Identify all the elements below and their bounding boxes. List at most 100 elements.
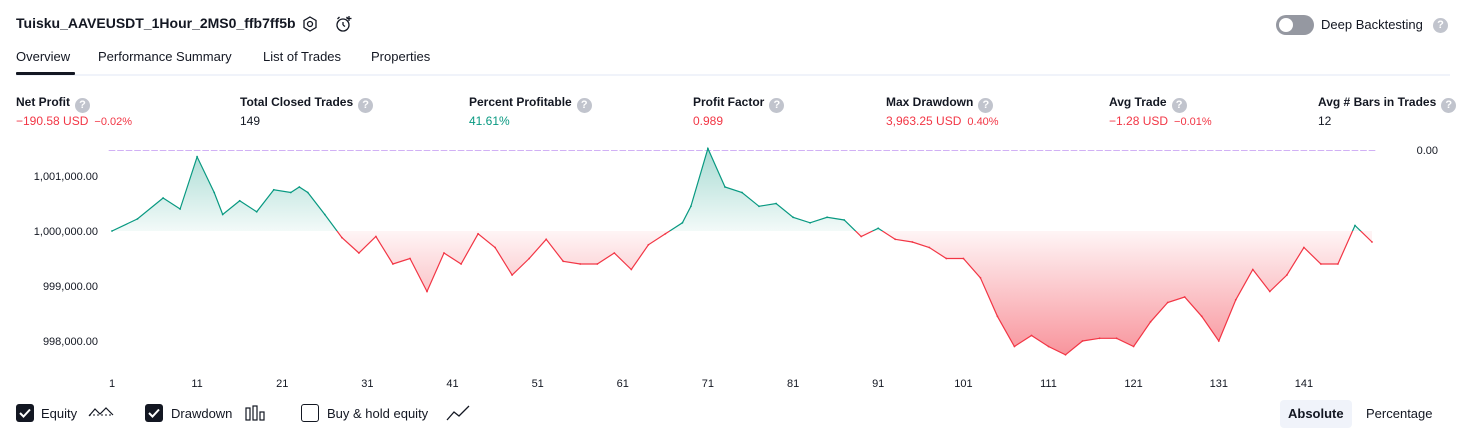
tab-list-of-trades[interactable]: List of Trades [263, 49, 341, 64]
equity-checkbox[interactable] [16, 404, 34, 422]
equity-point [775, 203, 777, 205]
equity-point [1167, 302, 1169, 304]
drawdown-bar [960, 150, 967, 151]
drawdown-bar [1224, 150, 1231, 151]
avg-trade-value: −1.28 USD −0.01% [1109, 114, 1212, 128]
equity-point [196, 156, 198, 158]
tab-properties[interactable]: Properties [371, 49, 430, 64]
drawdown-bar [304, 150, 311, 151]
drawdown-bar [688, 150, 695, 151]
help-icon[interactable]: ? [577, 98, 592, 113]
equity-point [324, 214, 326, 216]
drawdown-bar [713, 150, 720, 151]
x-axis-tick-label: 21 [276, 378, 288, 390]
help-icon[interactable]: ? [1172, 98, 1187, 113]
drawdown-bar [364, 150, 371, 151]
help-icon[interactable]: ? [978, 98, 993, 113]
equity-point [1014, 346, 1016, 348]
equity-point [1116, 337, 1118, 339]
drawdown-bar [730, 150, 737, 151]
drawdown-bar [228, 150, 235, 151]
max-drawdown-percent: 0.40% [967, 116, 998, 128]
x-axis-tick-label: 51 [532, 378, 544, 390]
drawdown-bar [296, 150, 303, 151]
x-axis-tick-label: 41 [446, 378, 458, 390]
drawdown-bar [1275, 150, 1282, 151]
help-icon[interactable]: ? [1433, 18, 1448, 33]
drawdown-bar [1241, 150, 1248, 151]
equity-point [1269, 291, 1271, 293]
x-axis-tick-label: 121 [1124, 378, 1142, 390]
drawdown-bar [1037, 150, 1044, 151]
drawdown-bar [322, 150, 329, 151]
equity-area [112, 149, 1372, 355]
equity-point [1065, 354, 1067, 356]
drawdown-bar [245, 150, 252, 151]
max-drawdown-label: Max Drawdown? [886, 95, 993, 113]
drawdown-bar [628, 150, 635, 151]
x-axis-tick-label: 61 [617, 378, 629, 390]
drawdown-bar [381, 150, 388, 151]
equity-point [945, 258, 947, 260]
equity-point [222, 214, 224, 216]
equity-point [111, 230, 113, 232]
drawdown-bar [611, 150, 618, 151]
drawdown-bar [492, 150, 499, 151]
equity-point [579, 263, 581, 265]
tab-performance-summary[interactable]: Performance Summary [98, 49, 232, 64]
equity-point [409, 258, 411, 260]
drawdown-bar [875, 150, 882, 151]
drawdown-bar [449, 150, 456, 151]
drawdown-bar [211, 150, 218, 151]
drawdown-bar [424, 150, 431, 151]
drawdown-bar [1096, 150, 1103, 151]
drawdown-bar [1360, 150, 1367, 151]
absolute-toggle-button[interactable]: Absolute [1280, 400, 1352, 428]
drawdown-bar [1369, 150, 1376, 151]
help-icon[interactable]: ? [358, 98, 373, 113]
x-axis-tick-label: 131 [1210, 378, 1228, 390]
help-icon[interactable]: ? [1441, 98, 1456, 113]
drawdown-bar [577, 150, 584, 151]
drawdown-bar [1207, 150, 1214, 151]
equity-point [682, 222, 684, 224]
strategy-name: Tuisku_AAVEUSDT_1Hour_2MS0_ffb7ff5b [16, 15, 296, 31]
equity-point [809, 222, 811, 224]
drawdown-bar [1198, 150, 1205, 151]
drawdown-bar [952, 150, 959, 151]
drawdown-bar [398, 150, 405, 151]
right-axis: 0.00-1,000.00-2,000.00-3,000.00-4,000.00 [1392, 140, 1438, 157]
active-tab-indicator [16, 72, 75, 75]
drawdown-bar [773, 150, 780, 151]
equity-point [545, 238, 547, 240]
drawdown-bar [202, 150, 209, 151]
tab-overview[interactable]: Overview [16, 49, 70, 64]
deep-backtesting-toggle[interactable] [1276, 15, 1314, 35]
equity-point [690, 205, 692, 207]
equity-point [528, 258, 530, 260]
drawdown-bar [339, 150, 346, 151]
drawdown-bar [994, 150, 1001, 151]
drawdown-bar [109, 150, 116, 151]
left-axis-tick-label: 1,000,000.00 [34, 226, 98, 238]
add-alert-icon[interactable] [334, 14, 354, 34]
buy-hold-checkbox[interactable] [301, 404, 319, 422]
drawdown-bar [909, 150, 916, 151]
drawdown-bar [969, 150, 976, 151]
drawdown-bar [1249, 150, 1256, 151]
help-icon[interactable]: ? [769, 98, 784, 113]
percentage-toggle-button[interactable]: Percentage [1358, 400, 1441, 428]
equity-drawdown-chart[interactable]: 1,001,000.00 1,000,000.00 999,000.00 998,00… [0, 140, 1466, 395]
equity-point [630, 269, 632, 271]
left-axis: 1,001,000.001,000,000.00999,000.00998,00… [34, 171, 98, 348]
equity-point [1235, 299, 1237, 301]
drawdown-bar [1181, 150, 1188, 151]
drawdown-bar [917, 150, 924, 151]
gear-icon[interactable] [300, 14, 320, 34]
drawdown-bar [509, 150, 516, 151]
help-icon[interactable]: ? [75, 98, 90, 113]
equity-point [1252, 269, 1254, 271]
equity-point [392, 263, 394, 265]
drawdown-checkbox[interactable] [145, 404, 163, 422]
drawdown-bar [645, 150, 652, 151]
